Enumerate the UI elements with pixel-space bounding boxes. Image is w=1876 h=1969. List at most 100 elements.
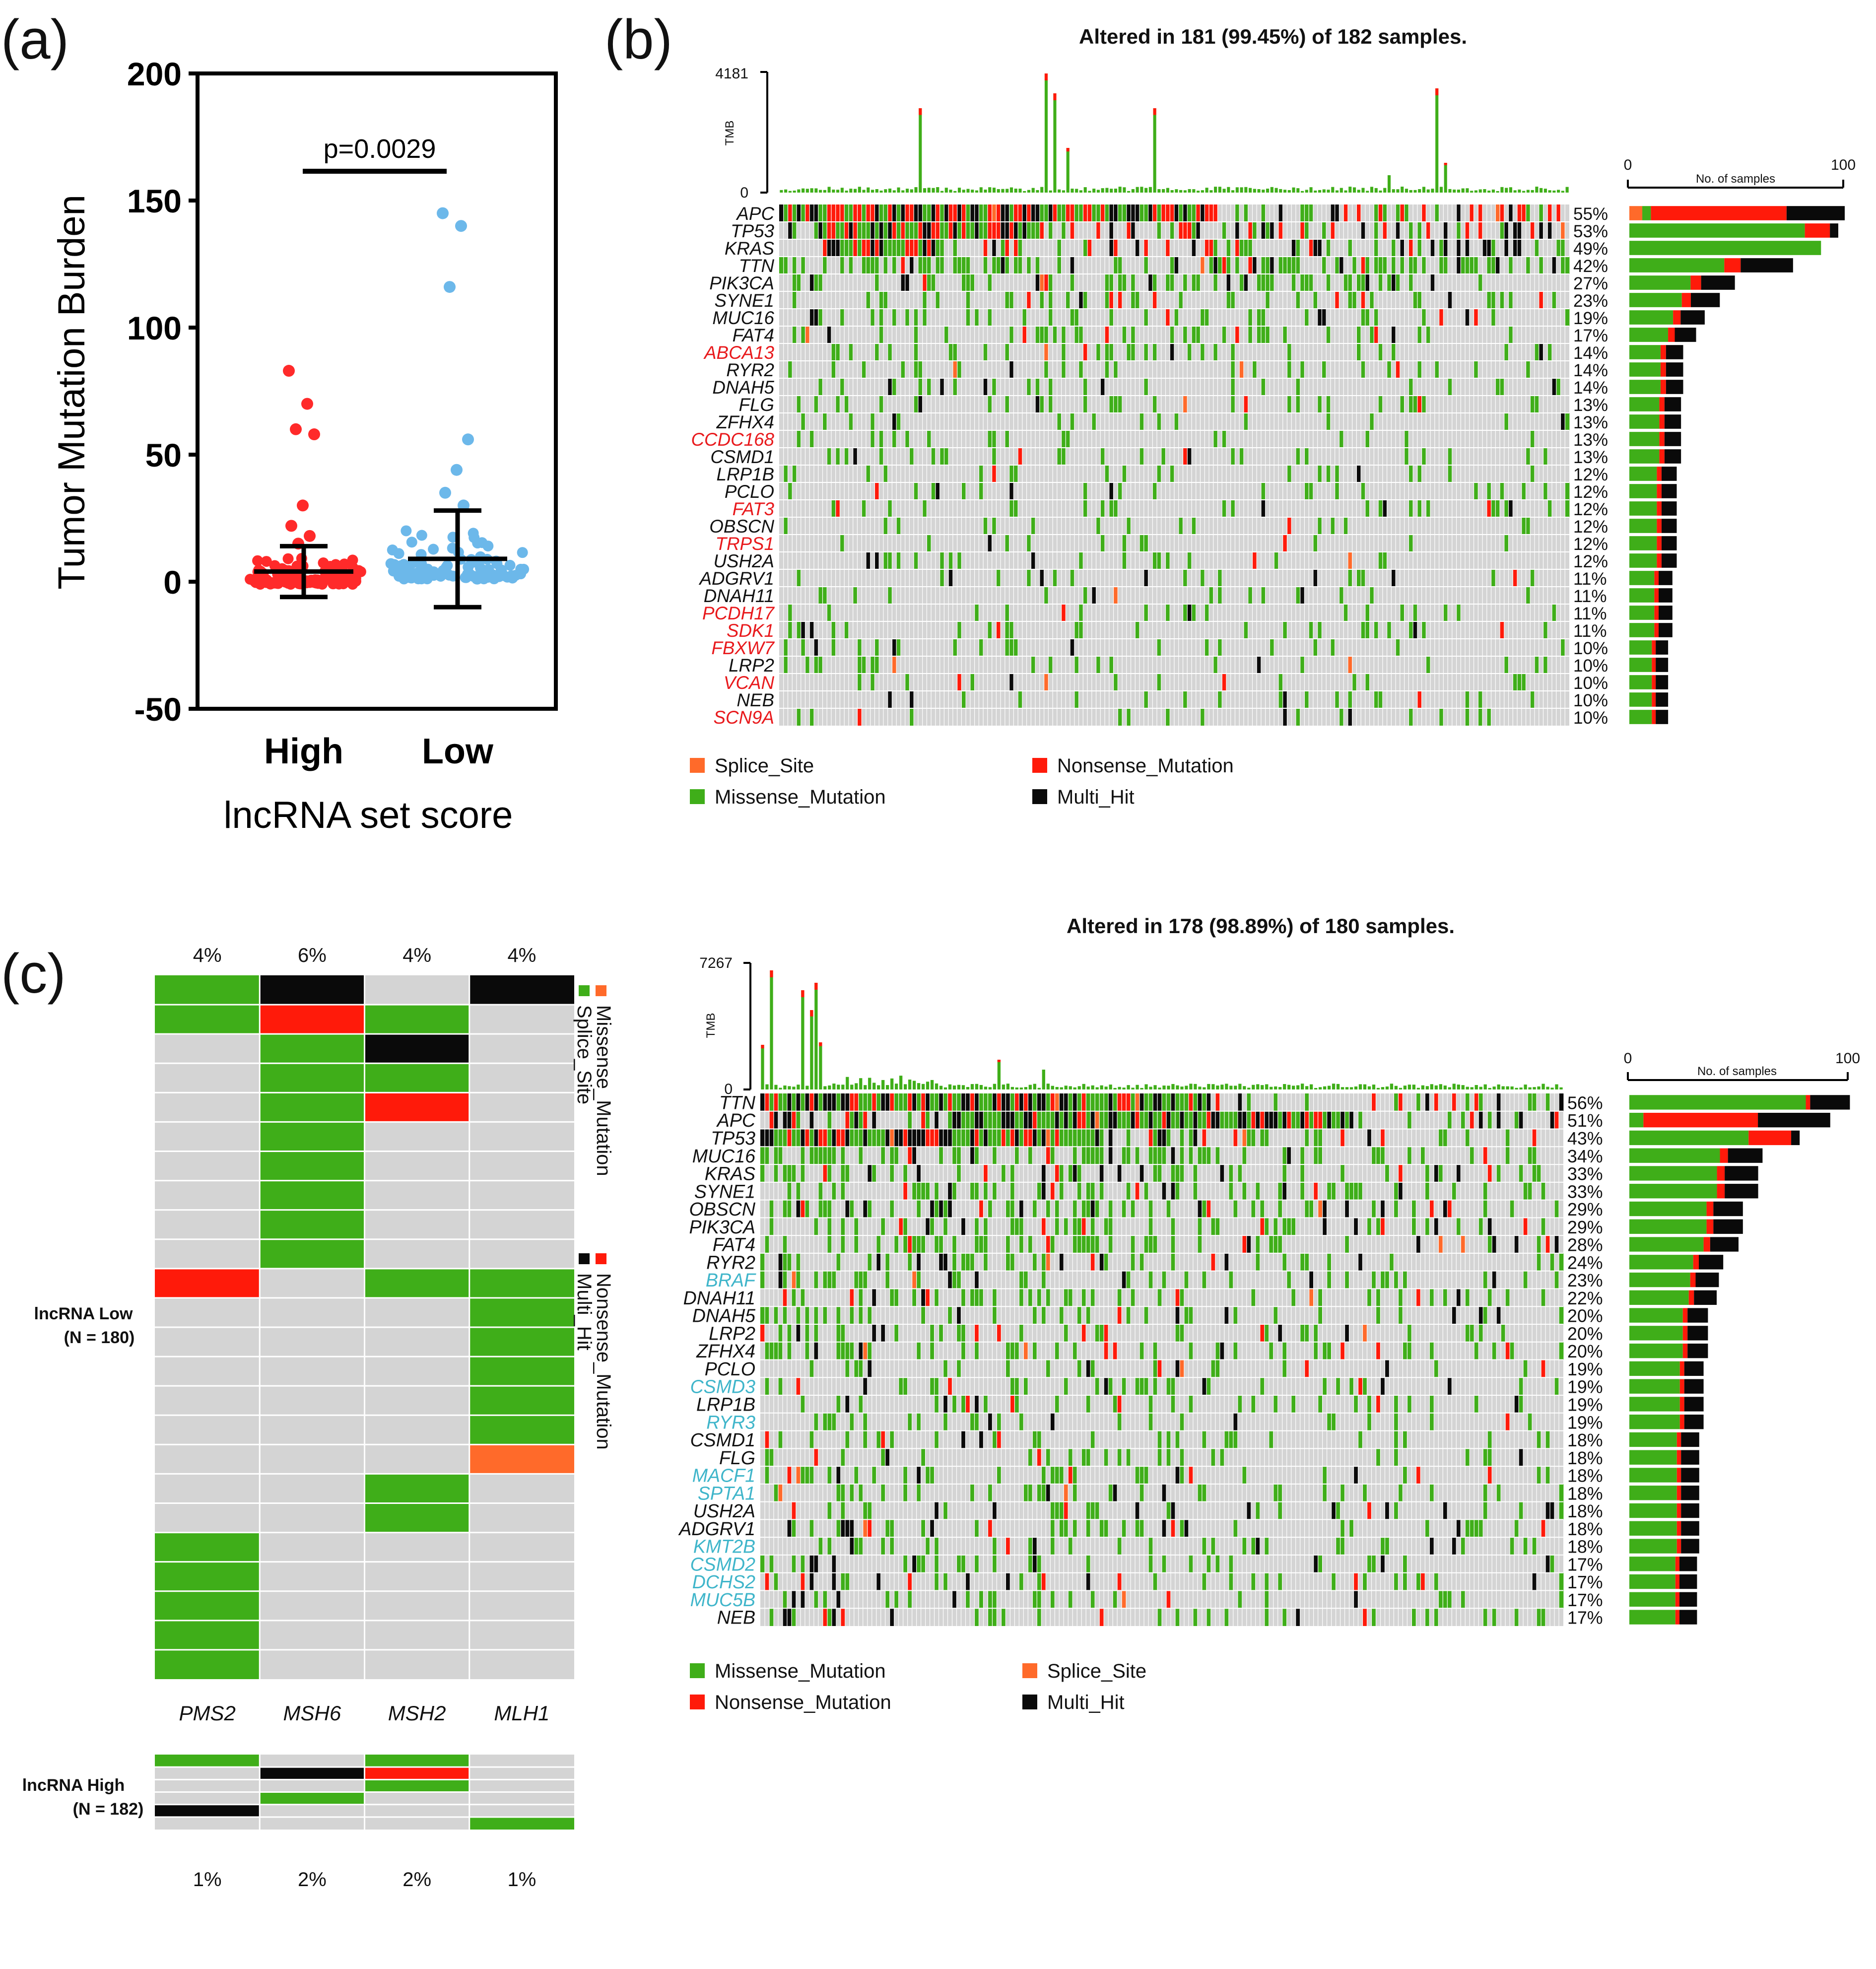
mutation-cell — [1126, 343, 1131, 361]
mutation-cell — [818, 1200, 823, 1218]
mutation-cell — [1081, 1289, 1086, 1307]
tmb-bar — [1266, 189, 1270, 193]
mutation-cell — [1064, 1111, 1069, 1129]
mutation-cell — [987, 621, 993, 639]
tmb-bar — [1496, 191, 1499, 193]
mutation-cell — [849, 1093, 855, 1111]
mutation-cell — [1068, 1590, 1073, 1609]
mutation-cell — [916, 1093, 921, 1111]
mutation-cell — [1565, 413, 1570, 430]
mutation-cell — [1526, 361, 1531, 378]
mutation-cell — [840, 1324, 846, 1342]
mutation-cell — [1242, 1147, 1247, 1165]
mutation-cell — [1317, 465, 1322, 482]
tmb-bar — [923, 188, 927, 193]
mutation-cell — [1248, 239, 1253, 257]
panel-b-label: (b) — [604, 8, 672, 70]
sample-count-segment — [1679, 1397, 1684, 1412]
mutation-cell — [1157, 639, 1162, 656]
sample-count-segment — [1687, 1326, 1708, 1341]
mutation-cell — [1157, 204, 1162, 222]
mutation-cell — [1013, 222, 1018, 239]
mutation-cell — [925, 1111, 930, 1129]
mutation-cell — [1318, 1200, 1323, 1218]
mutation-cell — [1421, 309, 1426, 326]
mutation-cell — [1565, 257, 1570, 274]
mutation-cell — [1539, 222, 1543, 239]
mutation-cell — [927, 257, 932, 274]
sample-count-segment — [1713, 1219, 1743, 1234]
tmb-bar — [1336, 1084, 1340, 1089]
mutation-cell — [1197, 1093, 1203, 1111]
tmb-bar — [823, 190, 826, 193]
mutation-cell — [934, 1289, 939, 1307]
mutation-cell — [809, 1129, 814, 1147]
sample-count-segment — [1652, 710, 1656, 724]
mutation-cell — [1374, 239, 1379, 257]
mutation-cell — [988, 1200, 993, 1218]
mutation-cell — [1282, 257, 1287, 274]
tmb-bar — [1209, 190, 1213, 193]
sample-count-segment — [1659, 414, 1665, 429]
mutation-cell — [943, 1129, 948, 1147]
mutation-cell — [827, 448, 832, 465]
sample-count-segment — [1791, 1130, 1800, 1146]
tmb-bar — [1515, 1087, 1518, 1089]
mutation-cell — [1078, 204, 1083, 222]
outlier-point — [451, 464, 463, 476]
sample-count-segment — [1661, 484, 1677, 498]
mutation-cell — [1170, 1147, 1176, 1165]
mutation-cell — [791, 1555, 797, 1573]
mutation-cell — [1313, 1182, 1319, 1200]
tmb-bar — [1188, 189, 1191, 193]
mutation-cell — [1032, 1537, 1037, 1555]
data-point — [469, 532, 480, 543]
tmb-bar — [1158, 1087, 1161, 1089]
tmb-bar — [1309, 1084, 1313, 1089]
mutation-cell — [862, 500, 867, 517]
mutation-cell — [1183, 569, 1188, 587]
mutation-cell — [857, 708, 862, 726]
mmr-cell — [469, 1444, 574, 1474]
sample-count-segment — [1629, 1201, 1707, 1217]
mmr-cell — [260, 1755, 365, 1767]
mutation-cell — [934, 1555, 939, 1573]
mmr-cell — [364, 1503, 469, 1533]
tmb-bar — [1370, 187, 1374, 193]
mutation-cell — [1108, 1218, 1113, 1236]
percent-label: 12% — [1573, 500, 1608, 519]
mutation-cell — [939, 239, 944, 257]
sample-count-segment — [1654, 623, 1659, 637]
mutation-cell — [1113, 587, 1118, 604]
mutation-cell — [1057, 448, 1062, 465]
mutation-cell — [1425, 1608, 1430, 1626]
mutation-cell — [1013, 639, 1018, 656]
tmb-bar — [1470, 191, 1474, 193]
mutation-cell — [1556, 378, 1561, 396]
mutation-cell — [1233, 1306, 1238, 1324]
mutation-cell — [791, 1111, 797, 1129]
sample-count-segment — [1656, 640, 1669, 655]
mutation-cell — [1347, 691, 1353, 708]
mutation-cell — [1243, 239, 1249, 257]
mutation-cell — [907, 1147, 913, 1165]
mutation-cell — [827, 1111, 832, 1129]
mutation-cell — [1252, 552, 1257, 569]
sample-count-segment — [1629, 1521, 1677, 1536]
tmb-bar — [1452, 1084, 1456, 1089]
mutation-cell — [1081, 1111, 1086, 1129]
mutation-cell — [931, 274, 936, 291]
mutation-cell — [1148, 1129, 1153, 1147]
mutation-cell — [883, 204, 888, 222]
mutation-cell — [1265, 326, 1270, 343]
mutation-cell — [887, 500, 892, 517]
mutation-cell — [876, 1572, 881, 1591]
sample-count-segment — [1810, 1095, 1850, 1110]
mutation-cell — [760, 1147, 765, 1165]
tmb-bar — [1448, 1087, 1451, 1089]
mutation-cell — [1521, 517, 1526, 535]
mutation-cell — [1205, 604, 1209, 621]
mmr-cell — [364, 1767, 469, 1780]
mmr-cell — [469, 1092, 574, 1122]
mutation-cell — [1403, 1271, 1407, 1289]
